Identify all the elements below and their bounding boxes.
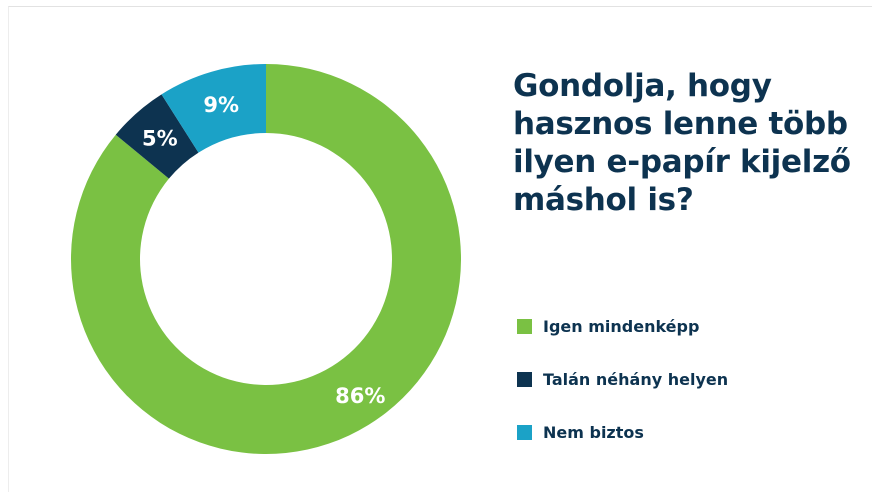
legend-item-nem: Nem biztos — [517, 421, 728, 443]
donut-slice-label-1: 5% — [142, 127, 178, 151]
donut-chart: 86% 5% 9% — [71, 64, 462, 454]
legend-swatch-talan — [517, 371, 532, 387]
legend-swatch-nem — [517, 424, 532, 440]
legend: Igen mindenképp Talán néhány helyen Nem … — [517, 315, 728, 474]
legend-label-igen: Igen mindenképp — [543, 316, 700, 336]
legend-item-igen: Igen mindenképp — [517, 315, 728, 337]
legend-label-talan: Talán néhány helyen — [543, 369, 729, 389]
chart-frame: 86% 5% 9% Gondolja, hogy hasznos lenne töb… — [8, 6, 872, 492]
legend-label-nem: Nem biztos — [543, 422, 644, 442]
legend-swatch-igen — [517, 318, 532, 334]
legend-item-talan: Talán néhány helyen — [517, 368, 728, 390]
donut-slice-2 — [161, 64, 266, 153]
donut-slice-label-2: 9% — [203, 93, 239, 117]
donut-slice-label-0: 86% — [335, 384, 385, 408]
chart-title: Gondolja, hogy hasznos lenne több ilyen … — [513, 68, 851, 218]
donut-slice-0 — [71, 64, 462, 454]
donut-slice-1 — [115, 94, 199, 179]
